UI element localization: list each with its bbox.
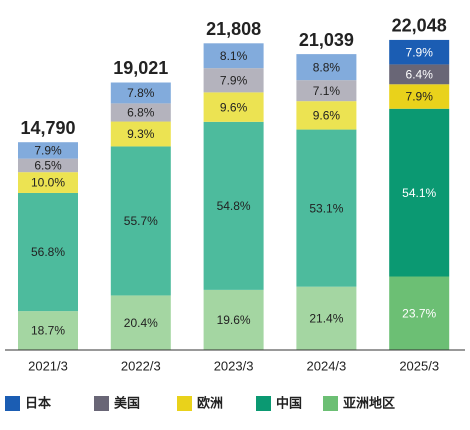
x-tick-label: 2024/3 (307, 358, 347, 373)
bar-segment (18, 172, 78, 193)
legend-label: 亚洲地区 (343, 395, 395, 410)
legend-swatch (5, 396, 20, 411)
legend-label: 美国 (114, 395, 140, 410)
segment-label: 7.8% (127, 86, 155, 100)
segment-label: 20.4% (124, 316, 158, 330)
x-tick-label: 2022/3 (121, 358, 161, 373)
bar-segment (203, 92, 264, 122)
segment-label: 6.8% (127, 106, 155, 120)
segment-label: 23.7% (402, 306, 436, 320)
bar-segment (110, 82, 171, 104)
segment-label: 55.7% (124, 214, 158, 228)
bar-segment (296, 54, 357, 81)
legend-label: 中国 (276, 395, 302, 410)
legend-swatch (323, 396, 338, 411)
bar-segment (110, 295, 171, 350)
segment-label: 9.6% (313, 109, 341, 123)
bar-segment (203, 289, 264, 350)
legend-label: 日本 (25, 395, 51, 410)
segment-label: 7.1% (313, 84, 341, 98)
total-label: 21,808 (206, 19, 261, 39)
total-label: 22,048 (392, 16, 447, 36)
legend-swatch (177, 396, 192, 411)
segment-label: 54.1% (402, 186, 436, 200)
segment-label: 9.3% (127, 127, 155, 141)
segment-label: 7.9% (406, 90, 434, 104)
segment-label: 8.8% (313, 60, 341, 74)
bar-segment (110, 146, 171, 296)
bar-segment (389, 64, 450, 85)
total-label: 14,790 (20, 118, 75, 138)
bar-segment (18, 192, 78, 312)
segment-label: 6.4% (406, 68, 434, 82)
x-tick-label: 2023/3 (214, 358, 254, 373)
bar-segment (296, 129, 357, 287)
segment-label: 56.8% (31, 245, 65, 259)
legend-swatch (256, 396, 271, 411)
bar-segment (203, 68, 264, 93)
segment-label: 9.6% (220, 100, 248, 114)
segment-label: 21.4% (309, 312, 343, 326)
bar-segment (18, 158, 78, 173)
legend-label: 欧洲 (197, 395, 223, 410)
bar-segment (296, 286, 357, 350)
segment-label: 10.0% (31, 176, 65, 190)
bar-segment (203, 43, 264, 69)
total-label: 21,039 (299, 30, 354, 50)
segment-label: 8.1% (220, 49, 248, 63)
bar-segment (296, 80, 357, 102)
bar-segment (389, 39, 450, 65)
segment-label: 7.9% (34, 144, 62, 158)
segment-label: 19.6% (217, 313, 251, 327)
bar-segment (110, 103, 171, 122)
segment-label: 18.7% (31, 324, 65, 338)
legend-swatch (94, 396, 109, 411)
bar-segment (203, 121, 264, 290)
x-tick-label: 2021/3 (28, 358, 68, 373)
segment-label: 7.9% (406, 45, 434, 59)
x-tick-label: 2025/3 (399, 358, 439, 373)
bar-segment (389, 276, 450, 350)
segment-label: 6.5% (34, 159, 62, 173)
segment-label: 53.1% (309, 201, 343, 215)
segment-label: 54.8% (217, 199, 251, 213)
bar-segment (18, 142, 78, 159)
total-label: 19,021 (113, 58, 168, 78)
bar-segment (389, 84, 450, 109)
bar-segment (18, 311, 78, 350)
bar-segment (389, 108, 450, 277)
bar-segment (110, 121, 171, 147)
segment-label: 7.9% (220, 73, 248, 87)
bar-segment (296, 101, 357, 130)
